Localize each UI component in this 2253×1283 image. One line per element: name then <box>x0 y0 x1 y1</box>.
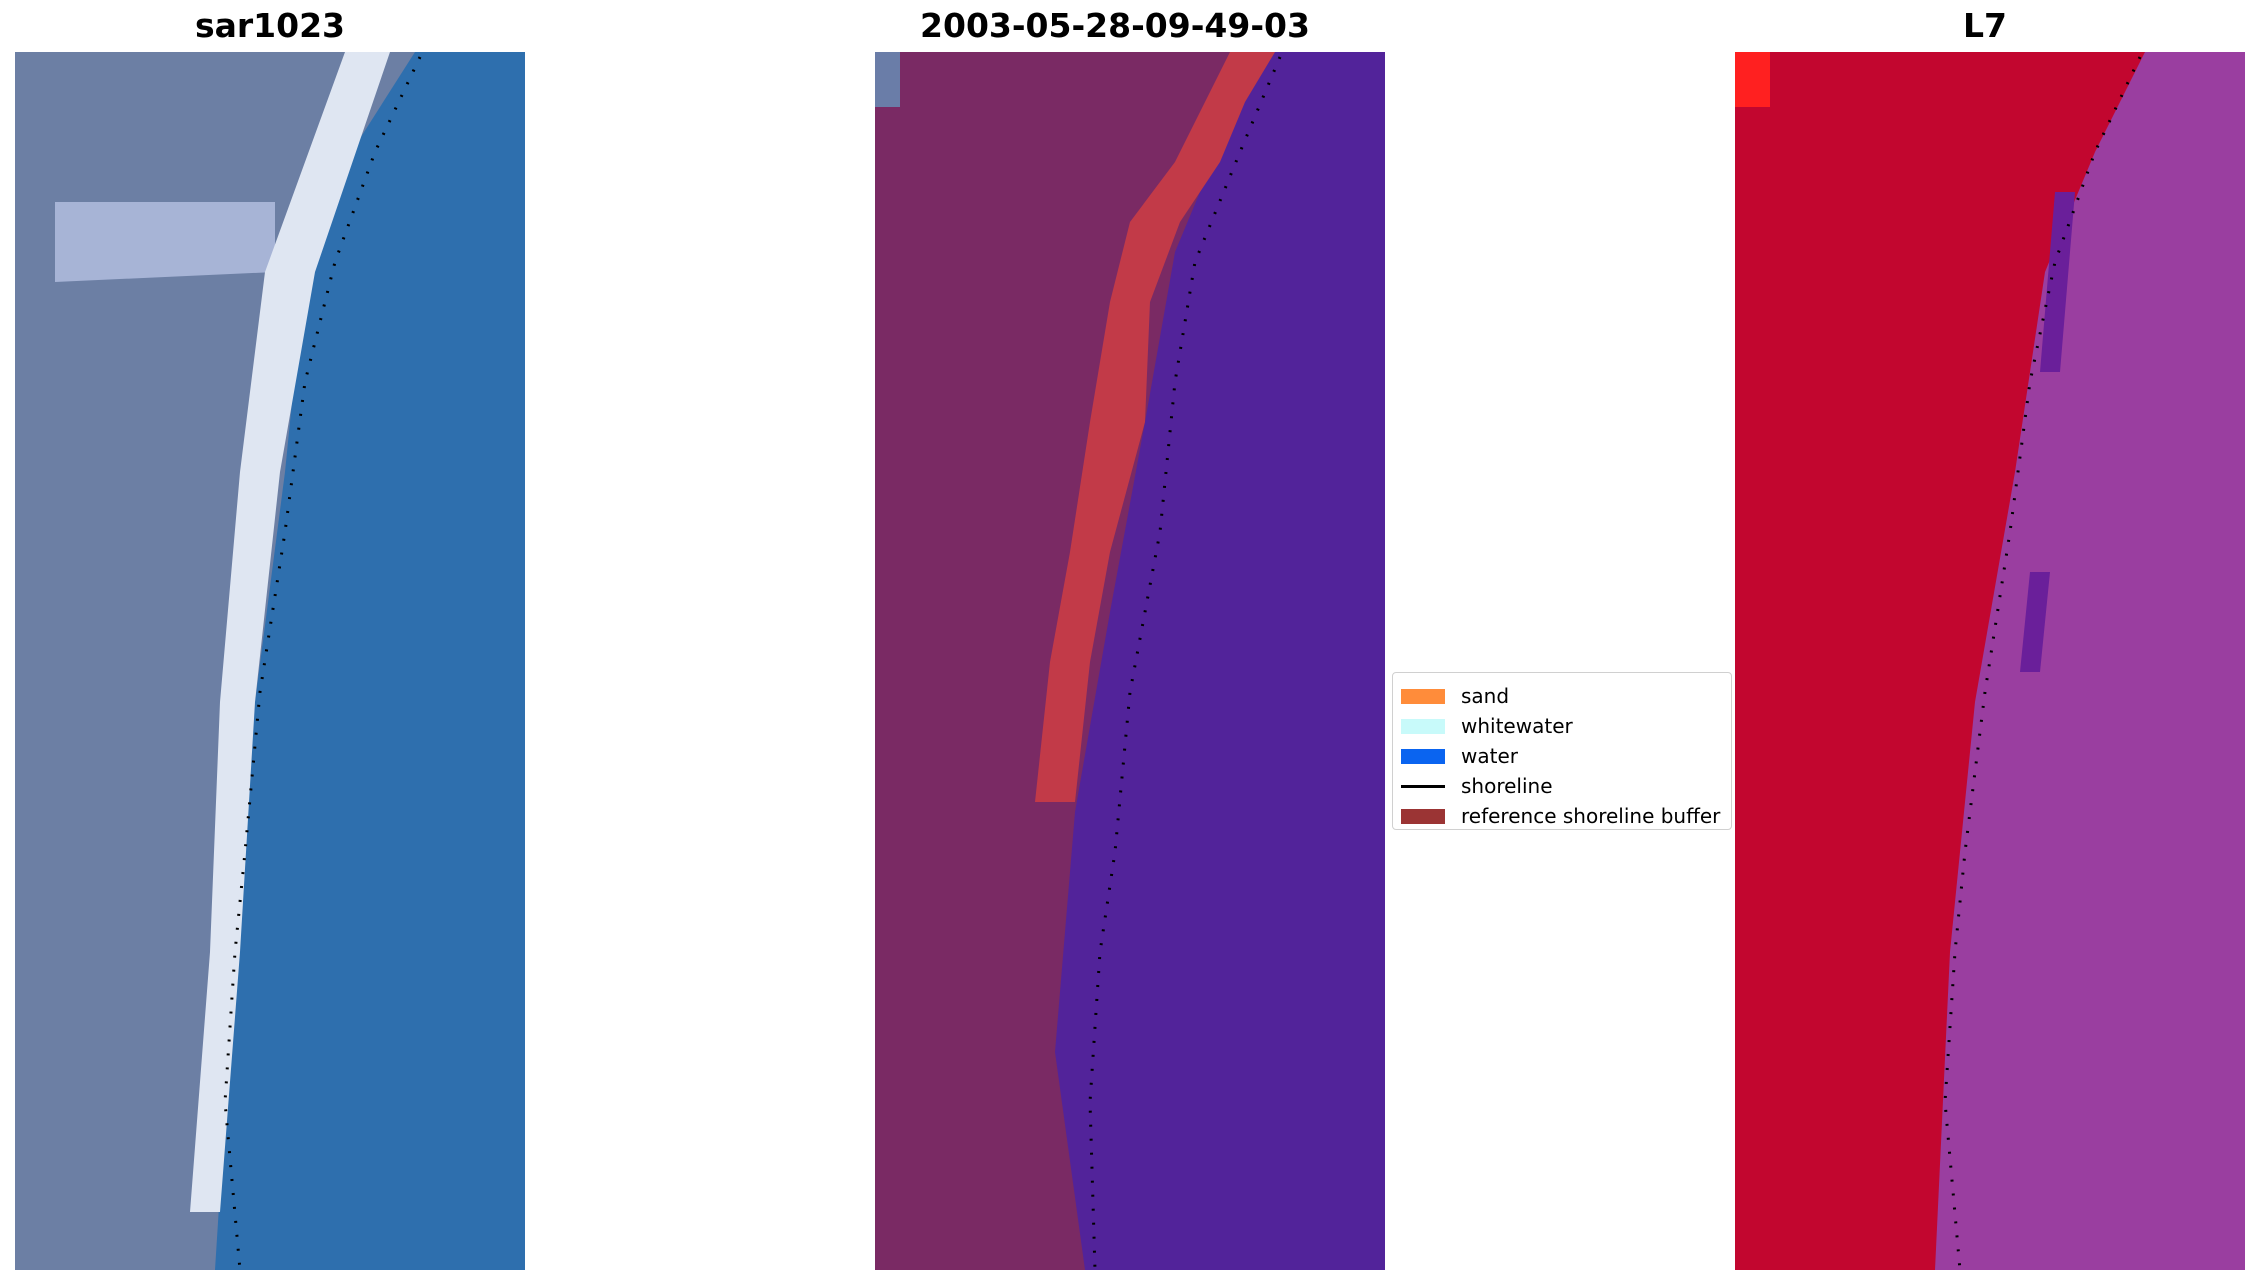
legend-label: water <box>1461 744 1518 768</box>
bright-beach-strip <box>190 52 390 1212</box>
classified-image <box>875 52 1385 1270</box>
shoreline-left <box>223 56 422 1270</box>
rgb-image-canvas <box>15 52 525 1270</box>
legend-item-sand: sand <box>1401 681 1731 711</box>
legend-swatch-buffer <box>1401 808 1445 824</box>
legend-item-water: water <box>1401 741 1731 771</box>
rgb-image <box>15 52 525 1270</box>
panel-title-middle: 2003-05-28-09-49-03 <box>920 6 1310 45</box>
legend-label: whitewater <box>1461 714 1573 738</box>
legend-item-shoreline: shoreline <box>1401 771 1731 801</box>
legend-line-shoreline <box>1401 784 1445 788</box>
land-patch <box>55 202 275 282</box>
corner-patch-right <box>1735 52 1770 107</box>
l7-image-canvas <box>1735 52 2245 1270</box>
legend-swatch-sand <box>1401 688 1445 704</box>
legend-label: sand <box>1461 684 1510 708</box>
legend-item-reference-buffer: reference shoreline buffer <box>1401 801 1731 831</box>
legend-swatch-whitewater <box>1401 718 1445 734</box>
panel-title-left: sar1023 <box>194 6 346 45</box>
classified-image-canvas <box>875 52 1385 1270</box>
shoreline-right <box>1943 56 2142 1270</box>
reference-buffer <box>1035 52 1275 802</box>
land-area <box>15 52 415 1270</box>
dark-water-patch-lower <box>2020 572 2050 672</box>
legend: sand whitewater water shoreline referenc… <box>1392 672 1732 830</box>
l7-image <box>1735 52 2245 1270</box>
panel-title-right: L7 <box>1963 6 2007 45</box>
corner-patch <box>875 52 900 107</box>
legend-swatch-water <box>1401 748 1445 764</box>
shoreline-middle <box>1088 56 1282 1270</box>
legend-item-whitewater: whitewater <box>1401 711 1731 741</box>
legend-label: shoreline <box>1461 774 1553 798</box>
legend-label: reference shoreline buffer <box>1461 804 1721 828</box>
dark-water-patch <box>2040 192 2075 372</box>
land-area-right <box>1735 52 2145 1270</box>
